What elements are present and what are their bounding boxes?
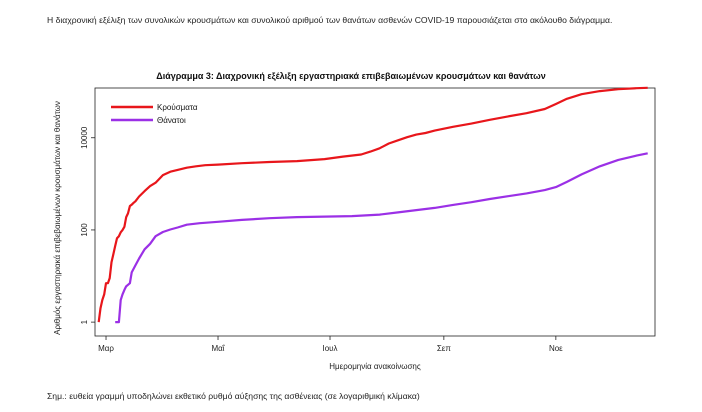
y-tick-label: 100	[80, 223, 89, 237]
intro-paragraph: Η διαχρονική εξέλιξη των συνολικών κρουσ…	[47, 15, 613, 25]
chart-legend: Κρούσματα Θάνατοι	[111, 103, 198, 125]
chart-title: Διάγραμμα 3: Διαχρονική εξέλιξη εργαστηρ…	[156, 71, 546, 81]
y-tick-label: 10000	[80, 126, 89, 149]
x-axis-label: Ημερομηνία ανακοίνωσης	[329, 362, 421, 371]
y-axis-label: Αριθμός εργαστηριακά επιβεβαιωμένων κρου…	[53, 101, 62, 335]
x-tick-label: Μαΐ	[211, 344, 225, 353]
chart-axes	[94, 87, 656, 337]
plot-frame	[94, 87, 656, 337]
y-tick-label: 1	[80, 319, 89, 324]
legend-label-cases: Κρούσματα	[157, 103, 198, 112]
legend-label-deaths: Θάνατοι	[157, 116, 186, 125]
series-line-deaths	[115, 152, 648, 324]
x-tick-label: Σεπ	[437, 344, 452, 353]
series-line-cases	[97, 86, 648, 323]
x-tick-label: Μαρ	[98, 344, 114, 353]
chart-ticks: Μαρ Μαΐ Ιουλ Σεπ Νοε 1 100 10000	[80, 126, 563, 353]
footnote: Σημ.: ευθεία γραμμή υποδηλώνει εκθετικό …	[47, 391, 420, 401]
x-tick-label: Ιουλ	[322, 344, 337, 353]
x-tick-label: Νοε	[549, 344, 563, 353]
series-lines	[97, 86, 648, 324]
